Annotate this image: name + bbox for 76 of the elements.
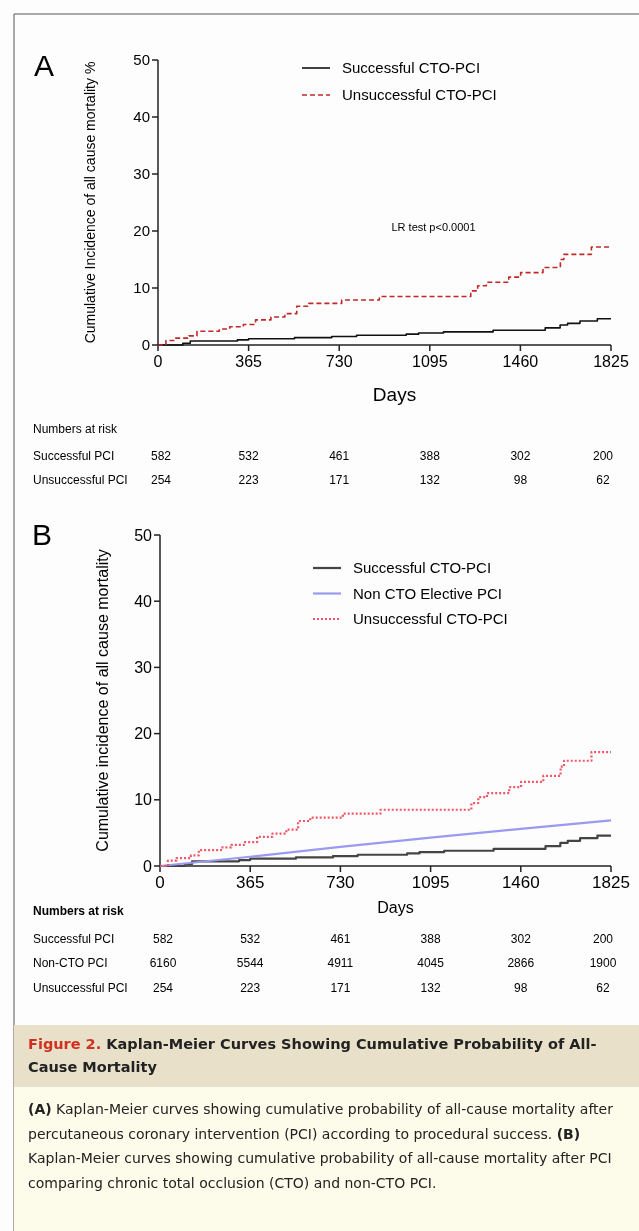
y-tick-label: 40 <box>133 108 150 126</box>
x-tick-label: 1460 <box>501 873 540 892</box>
text: 132 <box>419 473 441 487</box>
y-tick-label: 20 <box>134 725 153 743</box>
x-tick-label: 1825 <box>593 353 629 370</box>
x-tick-label: 730 <box>325 353 353 370</box>
x-tick-label: 730 <box>326 873 355 892</box>
text: 132 <box>420 980 441 995</box>
text: 98 <box>513 473 528 487</box>
legend-label: Successful CTO-PCI <box>353 559 492 577</box>
y-tick-label: 40 <box>134 592 153 610</box>
y-tick-label: 50 <box>133 51 150 69</box>
text: 171 <box>330 980 351 995</box>
x-axis-title: Days <box>372 384 417 405</box>
y-axis-title: Cumulative incidence of all cause mortality <box>94 549 111 852</box>
text: 5544 <box>236 956 264 970</box>
text: 302 <box>510 931 532 946</box>
text: 223 <box>240 980 261 995</box>
annotation: LR test p<0.0001 <box>391 221 476 233</box>
x-tick-label: 0 <box>155 873 165 892</box>
x-tick-label: 1095 <box>411 873 450 892</box>
y-tick-label: 0 <box>141 336 150 354</box>
text: 171 <box>329 473 350 487</box>
text: 62 <box>596 980 610 995</box>
text: 302 <box>510 449 531 463</box>
text: 98 <box>514 980 528 995</box>
x-tick-label: 1825 <box>592 873 630 892</box>
text: 2866 <box>507 956 535 970</box>
text: (A) <box>28 1101 52 1117</box>
x-tick-label: 365 <box>236 873 265 892</box>
text: 62 <box>596 473 610 487</box>
text: 532 <box>238 449 259 463</box>
text: 388 <box>420 931 441 946</box>
y-axis-title: Cumulative Incidence of all cause mortality % <box>82 61 98 344</box>
text: Unsuccessful PCI <box>33 473 128 487</box>
text: Numbers at risk <box>33 904 125 918</box>
text: Unsuccessful PCI <box>33 980 128 995</box>
text: Numbers at risk <box>33 422 119 436</box>
y-tick-label: 10 <box>134 791 153 809</box>
y-tick-label: 0 <box>143 857 153 875</box>
text: (B) <box>556 1125 581 1142</box>
text: Non-CTO PCI <box>33 956 108 970</box>
text: Successful PCI <box>33 449 115 463</box>
caption: Figure 2. <box>28 1036 102 1052</box>
y-tick-label: 10 <box>133 279 150 297</box>
chart-title: B <box>32 518 53 551</box>
text: 4045 <box>417 956 445 970</box>
text: 1900 <box>589 956 617 970</box>
text: 582 <box>150 449 172 463</box>
y-tick-label: 30 <box>133 165 150 183</box>
text: 200 <box>592 931 614 946</box>
text: 254 <box>150 473 172 487</box>
text: 6160 <box>149 956 177 970</box>
x-tick-label: 365 <box>235 353 263 370</box>
text: Kaplan-Meier curves showing cumulative probability of all-cause mortality after PCI comparing chronic total occlusion (CTO) and non-CTO PCI. <box>28 1150 612 1191</box>
legend-label: Unsuccessful CTO-PCI <box>353 610 508 628</box>
text: 254 <box>152 980 174 995</box>
text: 388 <box>419 449 441 463</box>
text: 582 <box>152 931 174 946</box>
text: 223 <box>238 473 259 487</box>
text: 200 <box>592 449 614 463</box>
x-tick-label: 1460 <box>502 353 539 370</box>
text: 461 <box>329 449 350 463</box>
x-tick-label: 1095 <box>412 353 448 370</box>
y-tick-label: 50 <box>134 526 153 544</box>
chart-title: A <box>34 49 55 82</box>
text: 4911 <box>327 956 354 970</box>
legend-label: Non CTO Elective PCI <box>353 584 502 602</box>
text: 461 <box>330 931 351 946</box>
x-axis-title: Days <box>377 899 414 916</box>
text: Successful PCI <box>33 931 115 946</box>
y-tick-label: 30 <box>134 659 153 676</box>
legend-label: Unsuccessful CTO-PCI <box>342 86 497 104</box>
text: 532 <box>240 931 261 946</box>
y-tick-label: 20 <box>133 222 150 240</box>
legend-label: Successful CTO-PCI <box>342 59 481 77</box>
